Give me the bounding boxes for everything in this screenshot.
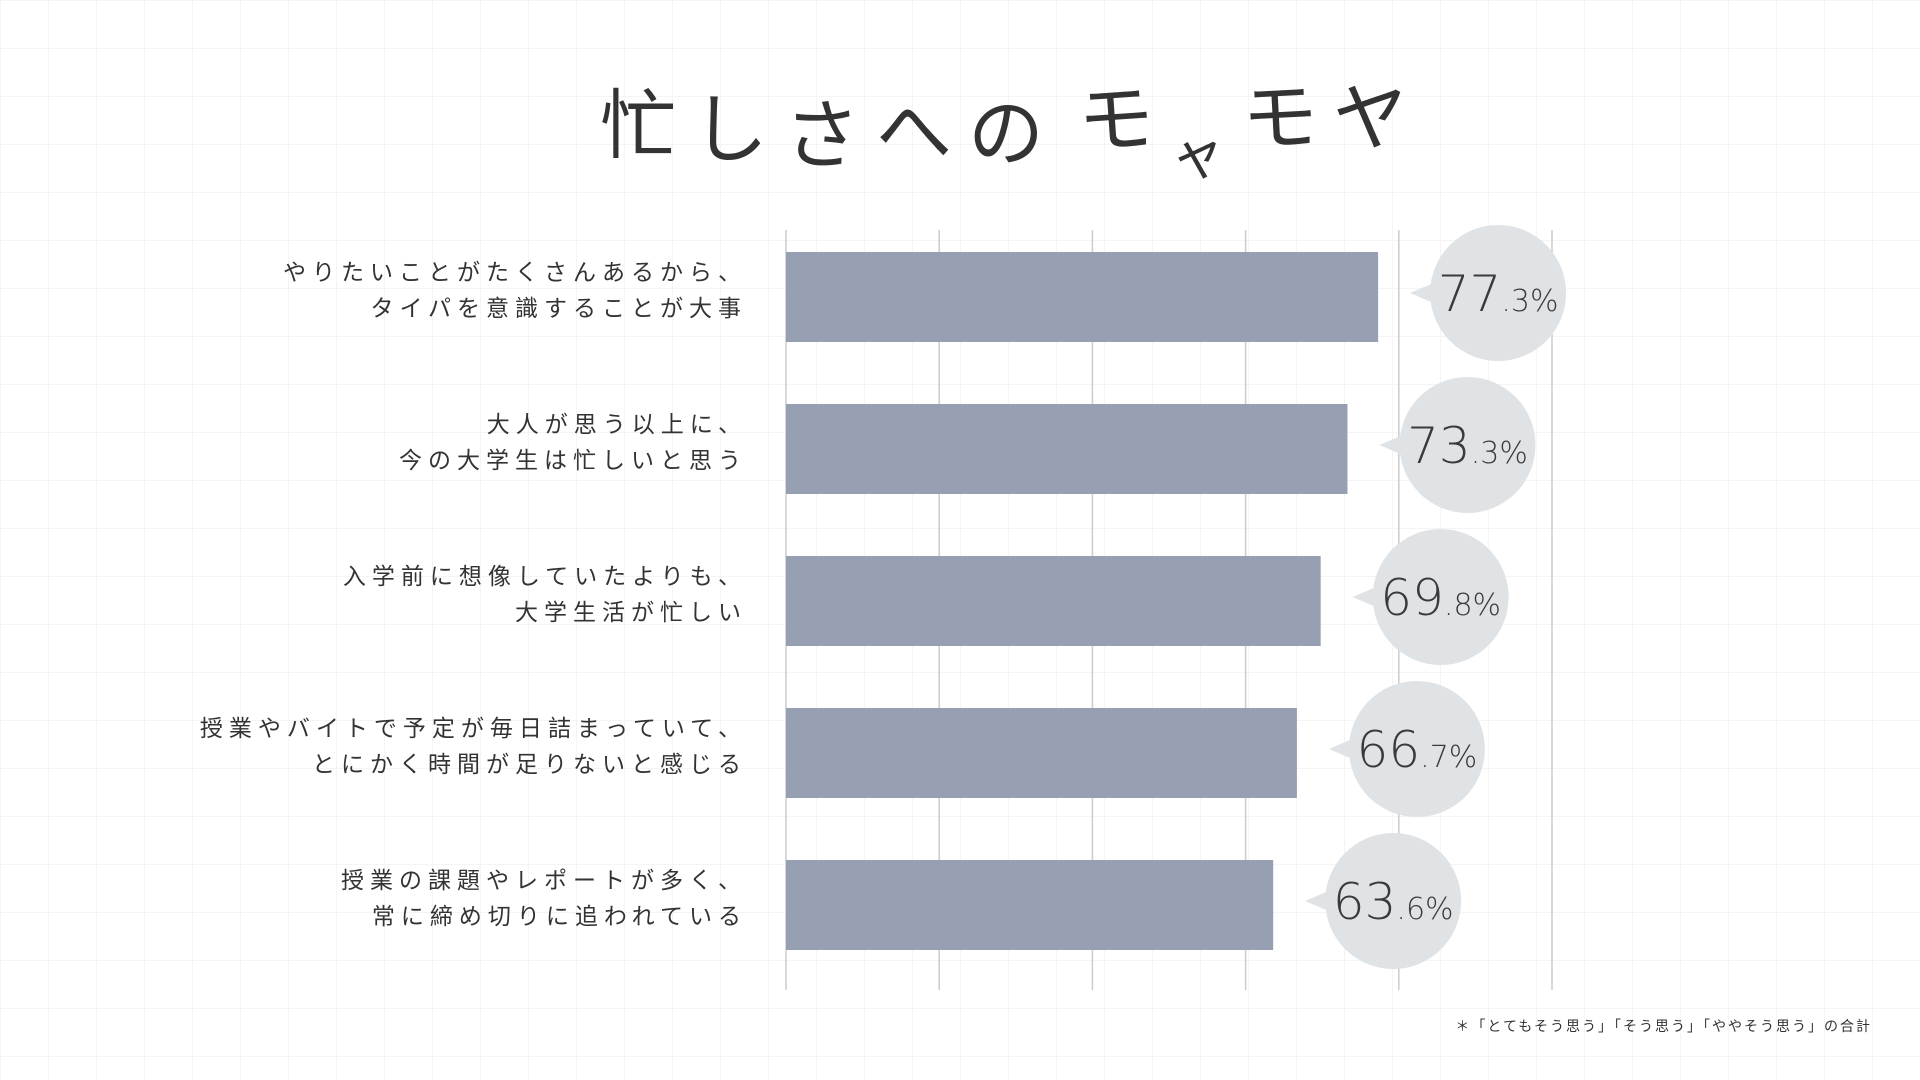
category-label-line: 常に締め切りに追われている [371, 904, 747, 930]
bar [786, 860, 1274, 950]
category-label-line: 授業の課題やレポートが多く、 [341, 868, 747, 894]
value-label: 66.7% [1357, 721, 1478, 779]
value-label: 77.3% [1438, 265, 1559, 323]
bubble-circle [1325, 833, 1462, 969]
value-bubble: 66.7% [1328, 681, 1485, 817]
category-label-line: 大人が思う以上に、 [486, 412, 747, 438]
title-char: さ [784, 91, 862, 180]
value-label-integer: 73 [1407, 417, 1471, 475]
category-label-line: タイパを意識することが大事 [370, 296, 747, 322]
bar [786, 252, 1379, 342]
value-label: 69.8% [1380, 569, 1501, 627]
bar [786, 556, 1321, 646]
bar [786, 708, 1297, 798]
value-label-decimal: .3% [1501, 284, 1558, 319]
category-label-line: とにかく時間が足りないと感じる [312, 752, 747, 778]
value-label-integer: 63 [1333, 873, 1397, 931]
category-label-line: 大学生活が忙しい [515, 600, 747, 626]
value-bubble: 69.8% [1352, 529, 1509, 665]
value-bubble: 63.6% [1305, 833, 1462, 969]
bar [786, 404, 1348, 494]
title-char: の [968, 89, 1046, 178]
title-char: 忙 [600, 81, 678, 170]
value-bubble: 77.3% [1410, 225, 1567, 361]
value-label-integer: 66 [1357, 721, 1421, 779]
value-label-decimal: .8% [1444, 588, 1501, 623]
value-label: 73.3% [1407, 417, 1528, 475]
value-label-decimal: .3% [1471, 436, 1528, 471]
category-label-line: やりたいことがたくさんあるから、 [283, 260, 747, 286]
value-label-decimal: .7% [1420, 740, 1477, 775]
category-label: 授業やバイトで予定が毎日詰まっていて、とにかく時間が足りないと感じる [127, 711, 747, 783]
category-label: 入学前に想像していたよりも、大学生活が忙しい [127, 559, 747, 631]
category-label-line: 授業やバイトで予定が毎日詰まっていて、 [199, 716, 747, 742]
bubble-circle [1399, 377, 1536, 513]
value-label-integer: 69 [1380, 569, 1444, 627]
title-char: し [692, 85, 770, 174]
bubble-circle [1430, 225, 1567, 361]
category-label-line: 今の大学生は忙しいと思う [399, 448, 747, 474]
category-label: 授業の課題やレポートが多く、常に締め切りに追われている [127, 863, 747, 935]
bubble-circle [1348, 681, 1485, 817]
chart-title: 忙 し さ へ の モ ャ モ ヤ [600, 68, 1418, 194]
value-bubble: 73.3% [1379, 377, 1536, 513]
category-label-line: 入学前に想像していたよりも、 [342, 564, 747, 590]
title-char: へ [876, 87, 954, 176]
value-label-decimal: .6% [1396, 892, 1453, 927]
bubble-circle [1372, 529, 1509, 665]
category-label: 大人が思う以上に、今の大学生は忙しいと思う [127, 407, 747, 479]
value-label-integer: 77 [1438, 265, 1502, 323]
value-label: 63.6% [1333, 873, 1454, 931]
footnote: ＊「とてもそう思う」「そう思う」「ややそう思う」の合計 [1455, 1019, 1872, 1035]
category-label: やりたいことがたくさんあるから、タイパを意識することが大事 [127, 255, 747, 327]
